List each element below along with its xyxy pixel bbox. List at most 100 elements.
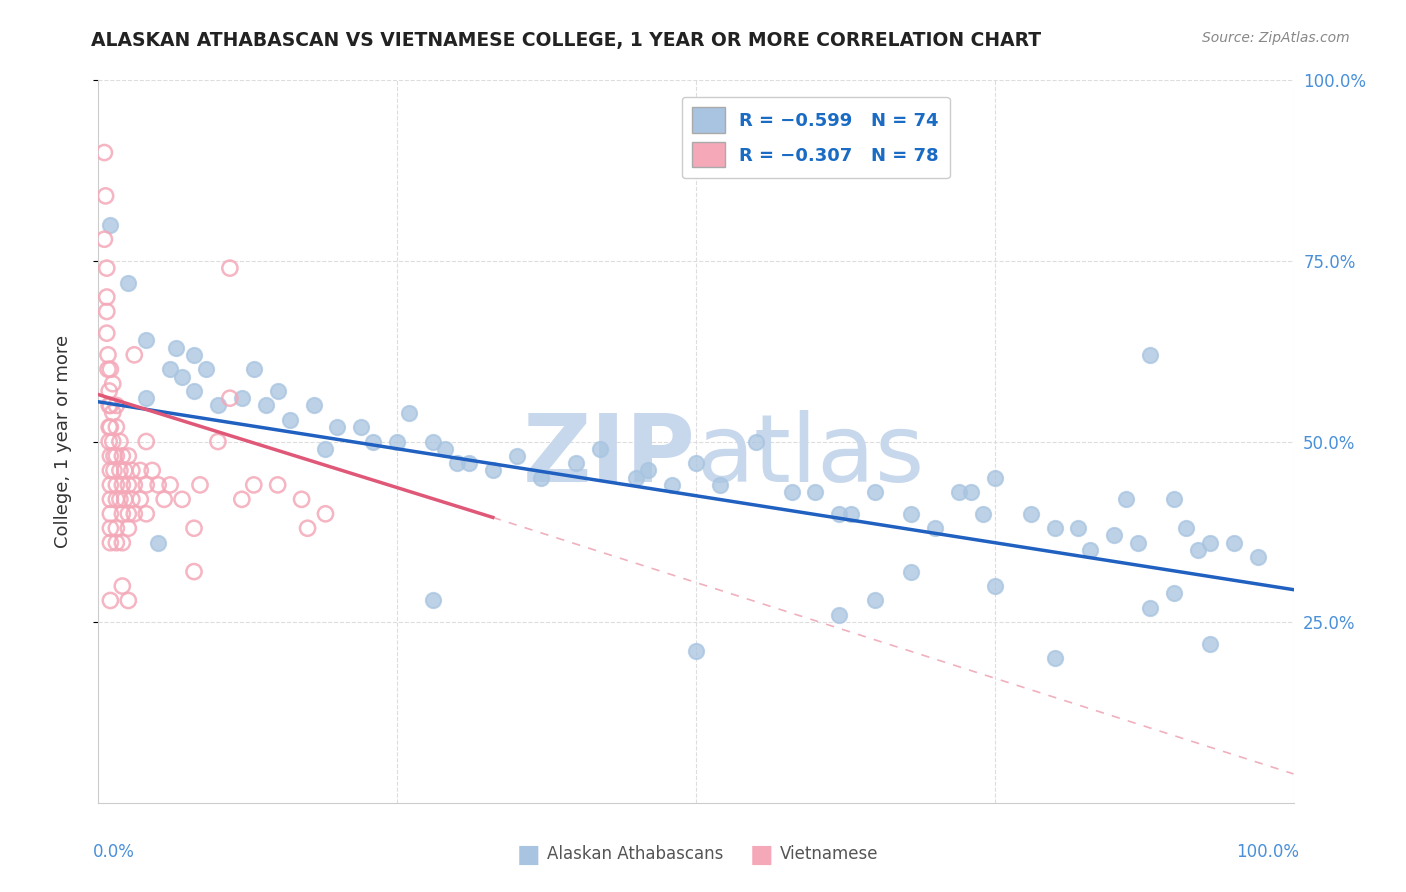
Point [207,434,229,449]
Point [117,593,139,607]
Point [188,478,211,492]
Point [1139,600,1161,615]
Point [124,478,146,492]
Text: 0.0%: 0.0% [93,843,135,861]
Point [93,145,115,160]
Point [315,507,337,521]
Point [98,398,122,412]
Point [159,362,181,376]
Point [98,535,122,549]
Point [121,463,143,477]
Point [97,348,120,362]
Y-axis label: College, 1 year or more: College, 1 year or more [53,335,72,548]
Point [243,362,266,376]
Point [398,406,420,420]
Point [709,478,731,492]
Point [1115,492,1137,507]
Point [98,449,122,463]
Point [1128,535,1150,549]
Point [685,456,707,470]
Point [117,478,139,492]
Point [98,463,122,477]
Point [267,478,290,492]
Point [183,384,205,398]
Point [172,492,194,507]
Point [1043,521,1066,535]
Point [98,362,122,376]
Point [434,442,457,456]
Point [98,384,121,398]
Point [121,492,143,507]
Point [254,398,277,412]
Point [129,492,152,507]
Point [114,463,136,477]
Point [1199,637,1222,651]
Point [96,261,118,276]
Point [96,326,118,340]
Point [219,391,242,405]
Point [96,304,118,318]
Text: ■: ■ [517,843,540,866]
Text: Alaskan Athabascans: Alaskan Athabascans [547,845,723,863]
Point [101,406,124,420]
Text: 100.0%: 100.0% [1236,843,1299,861]
Point [506,449,529,463]
Point [446,456,468,470]
Point [111,579,134,593]
Point [135,478,157,492]
Point [231,391,253,405]
Point [385,434,409,449]
Point [900,507,922,521]
Point [685,644,707,658]
Point [350,420,373,434]
Point [148,478,170,492]
Point [1139,348,1161,362]
Text: Source: ZipAtlas.com: Source: ZipAtlas.com [1202,31,1350,45]
Point [135,434,157,449]
Point [661,478,683,492]
Point [98,507,122,521]
Point [1199,535,1222,549]
Point [98,478,122,492]
Point [105,398,128,412]
Point [1175,521,1198,535]
Point [267,384,290,398]
Point [111,449,134,463]
Point [111,535,134,549]
Point [1104,528,1126,542]
Point [97,362,120,376]
Point [153,492,176,507]
Point [589,442,612,456]
Point [98,521,122,535]
Point [172,369,194,384]
Point [108,492,131,507]
Point [1067,521,1090,535]
Point [129,463,152,477]
Point [96,290,118,304]
Point [98,420,121,434]
Text: atlas: atlas [696,410,924,502]
Point [135,391,157,405]
Point [183,521,205,535]
Point [108,434,131,449]
Point [124,348,146,362]
Point [135,507,157,521]
Point [148,535,170,549]
Point [98,434,121,449]
Point [1080,542,1102,557]
Point [108,463,131,477]
Point [183,348,205,362]
Point [924,521,946,535]
Point [363,434,385,449]
Point [101,376,124,391]
Point [159,478,181,492]
Point [105,521,128,535]
Point [481,463,505,477]
Point [865,593,887,607]
Point [626,470,648,484]
Point [984,470,1007,484]
Point [865,485,887,500]
Point [291,492,314,507]
Point [804,485,827,500]
Point [105,535,128,549]
